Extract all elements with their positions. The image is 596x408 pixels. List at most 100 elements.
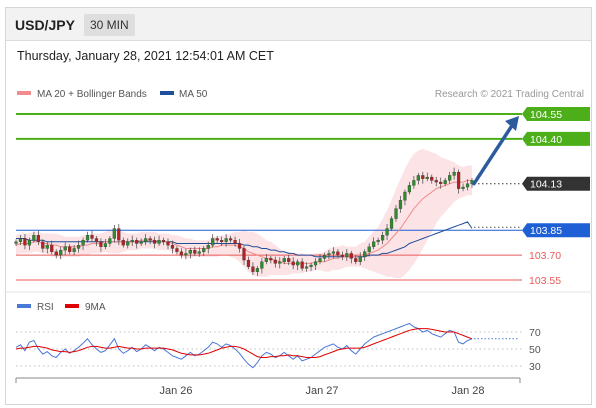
ma50-legend-swatch: [160, 91, 174, 95]
candle: [81, 237, 85, 251]
candle: [45, 241, 49, 254]
candle: [421, 171, 425, 184]
candle: [32, 231, 36, 243]
candle: [224, 234, 228, 247]
candle: [139, 238, 143, 246]
candle: [179, 248, 184, 259]
chart-datetime: Thursday, January 28, 2021 12:54:01 AM C…: [17, 49, 274, 63]
level-text-103-70: 103.70: [529, 250, 561, 262]
candle: [76, 240, 81, 253]
candle: [331, 247, 336, 259]
level-tag-text: 104.13: [530, 179, 562, 191]
candle: [246, 256, 251, 270]
candle: [389, 216, 394, 232]
level-tag-text: 104.40: [530, 134, 562, 146]
candle: [367, 243, 371, 257]
candle: [121, 237, 125, 248]
candle: [161, 237, 166, 246]
level-tag-104-13: [522, 176, 590, 191]
candle: [354, 254, 358, 265]
candle: [54, 249, 58, 259]
candle: [14, 239, 18, 246]
forecast-arrow-shaft: [472, 122, 515, 186]
level-tag-text: 104.55: [530, 109, 562, 121]
candle: [206, 241, 210, 254]
candle: [336, 249, 340, 258]
candle: [461, 183, 465, 192]
candle: [439, 177, 443, 189]
candle: [407, 181, 412, 195]
candle: [296, 259, 300, 271]
candle: [327, 249, 331, 260]
candle: [197, 247, 201, 257]
candle: [233, 236, 237, 247]
candle: [90, 230, 94, 242]
candle: [291, 257, 295, 270]
rsi-legend: RSI 9MA: [17, 302, 106, 313]
candle: [255, 265, 260, 276]
candle: [152, 236, 157, 249]
candle: [425, 172, 429, 182]
level-lines: [16, 113, 522, 281]
rsi-panel: 70 50 30: [15, 322, 541, 373]
ma9-legend-swatch: [65, 304, 79, 308]
candle: [85, 231, 90, 243]
forecast-arrow-head: [505, 116, 519, 131]
level-tag-104-55: [522, 107, 590, 121]
candle: [313, 258, 318, 271]
ma9-legend-label: 9MA: [85, 302, 106, 313]
candle: [117, 224, 121, 246]
level-labels: 104.55 104.40 104.13 103.85 103.70 103.55: [522, 107, 590, 287]
candle: [188, 247, 192, 259]
rsi-legend-label: RSI: [37, 302, 54, 313]
candle: [349, 250, 353, 264]
x-tick-label: Jan 26: [159, 385, 192, 397]
candlesticks: [14, 167, 474, 276]
candle: [202, 245, 206, 256]
candle: [112, 225, 116, 243]
candle: [452, 167, 456, 180]
x-axis: Jan 26 Jan 27 Jan 28: [15, 377, 521, 397]
candle: [278, 257, 282, 269]
candle: [322, 252, 327, 262]
candle: [215, 236, 219, 244]
candle: [50, 240, 54, 255]
symbol-title: USD/JPY: [15, 17, 75, 33]
candle: [130, 235, 134, 246]
research-credit: Research © 2021 Trading Central: [435, 89, 584, 100]
candle: [108, 236, 112, 247]
candle: [242, 245, 246, 266]
candle: [27, 237, 32, 251]
forecast-arrow: [472, 116, 519, 186]
candle: [166, 238, 170, 250]
candle: [340, 251, 344, 261]
candle: [304, 262, 309, 272]
candle: [193, 246, 197, 256]
candle: [23, 234, 27, 250]
candle: [18, 235, 23, 246]
ma20-legend-label: MA 20 + Bollinger Bands: [37, 89, 147, 100]
candle: [273, 256, 277, 268]
bollinger-band: [16, 148, 472, 279]
candle: [251, 262, 255, 276]
candle: [380, 231, 385, 245]
candle: [228, 236, 233, 243]
candle: [59, 246, 63, 260]
bollinger-band-area: [16, 148, 472, 279]
rsi-level-label: 30: [529, 361, 541, 373]
candle: [318, 253, 322, 265]
candle: [36, 230, 40, 246]
chart-legend: MA 20 + Bollinger Bands MA 50 Research ©…: [17, 89, 584, 100]
candle: [63, 242, 67, 256]
rsi-legend-swatch: [17, 304, 31, 308]
interval-button[interactable]: 30 MIN: [84, 14, 135, 36]
candle: [264, 253, 268, 265]
candle: [175, 245, 179, 255]
candle: [99, 238, 103, 252]
candle: [345, 248, 349, 261]
candle: [403, 189, 407, 206]
candle: [358, 252, 362, 266]
candle: [456, 169, 461, 194]
candle: [157, 235, 161, 246]
